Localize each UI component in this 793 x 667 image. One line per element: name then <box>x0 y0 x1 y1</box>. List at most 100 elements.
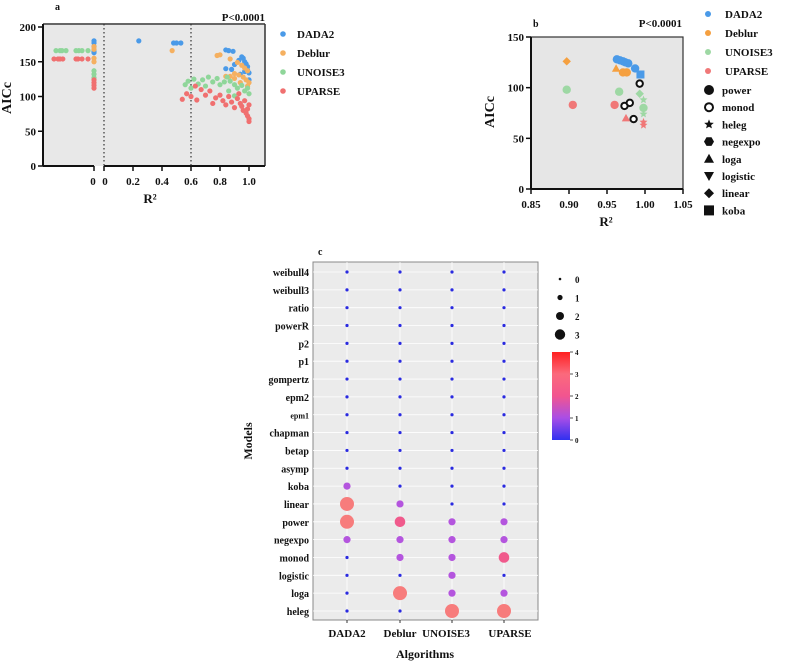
shape-legend-label-b: koba <box>722 205 746 217</box>
bubble-monod-uparse <box>498 552 510 563</box>
x-category-label-c: DADA2 <box>328 628 366 640</box>
legend-label-b: DADA2 <box>725 9 763 21</box>
point-uparse-a <box>229 99 235 105</box>
bubble-gompertz-uparse <box>502 377 506 381</box>
y-axis-label-b: AICc <box>483 96 498 128</box>
size-legend-label: 1 <box>575 294 580 304</box>
bubble-negexpo-unoise3 <box>448 536 456 544</box>
point-uparse-a <box>75 56 81 62</box>
point-deblur-a <box>236 72 242 78</box>
point-dada2-a <box>136 38 142 44</box>
legend-label-a: UNOISE3 <box>297 67 345 79</box>
point-unoise3-a <box>79 48 85 54</box>
x-tick-label-a: 0.4 <box>155 176 169 188</box>
point-deblur-a <box>217 52 223 58</box>
x-tick-label-b: 0.95 <box>597 199 617 211</box>
point-unoise3-a <box>182 82 188 88</box>
y-category-label-c: weibull4 <box>273 268 309 279</box>
panel-label-b: b <box>533 19 539 30</box>
shape-legend-label-b: loga <box>722 154 742 166</box>
bubble-logistic-dada2 <box>345 573 349 577</box>
point-unoise3-a <box>185 78 191 84</box>
legend-label-b: Deblur <box>725 28 758 40</box>
colorbar-tick-label: 4 <box>575 349 579 357</box>
bubble-epm1-uparse <box>502 413 506 417</box>
bubble-ratio-dada2 <box>345 306 349 310</box>
bubble-powerR-unoise3 <box>450 323 454 328</box>
point-unoise3-a <box>221 79 227 85</box>
plot-background-c <box>312 261 539 621</box>
point-unoise3-a <box>227 78 233 84</box>
point-unoise3-power-b <box>562 85 571 94</box>
bubble-power-unoise3 <box>448 518 456 526</box>
point-unoise3-power-b <box>614 87 624 96</box>
bubble-p2-dada2 <box>345 341 349 345</box>
point-deblur-a <box>169 48 175 54</box>
y-tick-label-b: 50 <box>513 133 525 145</box>
point-unoise3-a <box>191 76 197 82</box>
y-category-label-c: epm1 <box>290 412 309 421</box>
legend-marker-b <box>705 11 711 17</box>
point-uparse-a <box>234 95 240 102</box>
point-unoise3-a <box>210 79 216 85</box>
legend-marker-b <box>705 30 711 36</box>
x-tick-label-a: 0 <box>102 176 108 188</box>
bubble-p1-deblur <box>398 359 402 363</box>
point-uparse-a <box>85 56 91 62</box>
bubble-powerR-deblur <box>398 323 402 328</box>
point-unoise3-a <box>202 83 209 89</box>
point-uparse-a <box>192 83 198 89</box>
point-uparse-a <box>210 100 216 107</box>
bubble-weibull3-deblur <box>398 288 402 292</box>
bubble-p1-dada2 <box>345 359 349 363</box>
bubble-powerR-uparse <box>502 323 506 328</box>
bubble-weibull4-unoise3 <box>450 270 454 274</box>
bubble-betap-dada2 <box>345 448 349 453</box>
bubble-weibull4-dada2 <box>345 270 349 274</box>
bubble-logistic-unoise3 <box>448 571 456 579</box>
point-uparse-a <box>179 96 185 102</box>
x-tick-label-a: 0.2 <box>126 176 140 188</box>
y-tick-label-a: 100 <box>20 92 37 104</box>
shape-legend-label-b: negexpo <box>722 137 761 149</box>
legend-label-a: Deblur <box>297 48 330 60</box>
shape-legend-label-b: monod <box>722 102 754 114</box>
bubble-heleg-uparse <box>497 604 511 618</box>
point-deblur-a <box>231 75 238 82</box>
shape-legend-label-b: linear <box>722 188 750 200</box>
bubble-loga-uparse <box>500 589 508 597</box>
point-uparse-a <box>207 88 213 94</box>
point-dada2-a <box>229 66 235 72</box>
bubble-chapman-uparse <box>502 430 506 435</box>
legend-marker-b <box>705 68 711 74</box>
point-unoise3-a <box>239 82 245 88</box>
x-category-label-c: Deblur <box>384 628 417 640</box>
y-tick-label-b: 100 <box>508 83 525 95</box>
legend-marker-b <box>705 49 711 55</box>
bubble-asymp-deblur <box>398 466 402 470</box>
point-uparse-loga-b <box>621 113 631 122</box>
bubble-weibull4-deblur <box>398 270 402 274</box>
point-deblur-a <box>244 68 251 74</box>
colorbar-tick-label: 2 <box>575 393 579 401</box>
plot-background-b <box>531 37 683 189</box>
bubble-gompertz-deblur <box>398 377 402 381</box>
point-unoise3-a <box>214 75 220 82</box>
bubble-weibull3-uparse <box>502 288 506 292</box>
y-category-label-c: koba <box>288 482 309 493</box>
y-tick-label-a: 150 <box>20 57 37 69</box>
bubble-weibull4-uparse <box>502 270 506 274</box>
y-tick-label-b: 0 <box>519 184 525 196</box>
point-dada2-koba-b <box>636 70 645 79</box>
point-deblur-loga-b <box>611 64 621 72</box>
point-dada2-a <box>178 40 184 46</box>
bubble-p2-uparse <box>502 341 506 345</box>
point-dada2-a <box>223 66 229 72</box>
bubble-ratio-unoise3 <box>450 306 454 310</box>
bubble-chapman-deblur <box>398 430 402 435</box>
y-tick-label-a: 200 <box>20 22 37 34</box>
bubble-negexpo-uparse <box>500 536 508 544</box>
bubble-loga-deblur <box>393 586 407 601</box>
bubble-monod-deblur <box>396 553 404 562</box>
bubble-betap-uparse <box>502 448 506 453</box>
